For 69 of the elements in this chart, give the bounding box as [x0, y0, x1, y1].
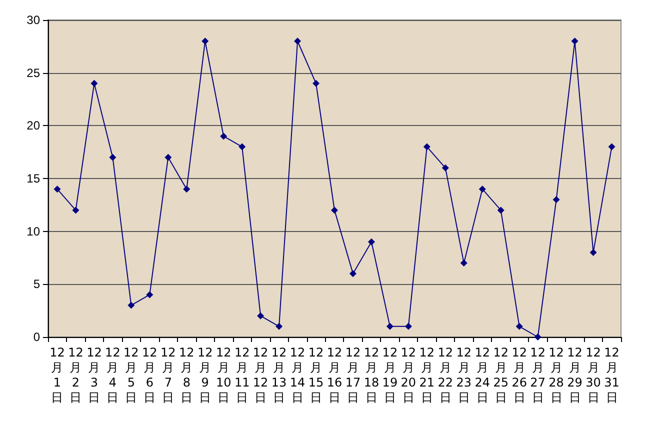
x-tick-label: 12月29日	[567, 346, 582, 404]
x-tick-label: 12月30日	[586, 346, 601, 404]
x-tick-label: 12月5日	[124, 346, 139, 404]
point	[54, 186, 61, 193]
x-tick-label: 12月31日	[604, 346, 620, 404]
point	[128, 302, 135, 309]
point	[590, 248, 597, 256]
point	[146, 291, 154, 298]
x-tick-label: 12月10日	[216, 346, 232, 404]
point	[109, 154, 116, 161]
x-tick-label: 12月15日	[308, 346, 324, 404]
point	[238, 143, 246, 150]
x-tick-label: 12月7日	[160, 346, 176, 404]
x-tick-label: 12月4日	[105, 346, 120, 404]
point	[276, 322, 283, 330]
point	[442, 164, 449, 172]
y-tick-label: 20	[26, 118, 40, 133]
point	[423, 143, 430, 150]
x-tick-label: 12月19日	[382, 346, 398, 404]
x-tick-label: 12月24日	[474, 346, 490, 404]
point	[478, 186, 486, 193]
x-tick-label: 12月22日	[438, 346, 454, 404]
point	[460, 260, 468, 267]
point	[220, 132, 228, 140]
x-tick-label: 12月13日	[271, 346, 287, 404]
x-tick-label: 12月8日	[178, 346, 194, 404]
x-tick-label: 12月14日	[290, 346, 306, 404]
x-tick-label: 12月1日	[50, 346, 65, 404]
x-tick-label: 12月18日	[364, 346, 380, 404]
point	[257, 312, 264, 320]
point	[516, 322, 523, 330]
x-tick-label: 12月26日	[512, 346, 527, 404]
x-tick-label: 12月17日	[345, 346, 361, 404]
x-tick-label: 12月28日	[548, 346, 564, 404]
point	[368, 238, 375, 246]
point	[90, 80, 98, 87]
x-tick-label: 12月16日	[326, 346, 342, 404]
x-tick-label: 12月11日	[234, 346, 250, 404]
point	[386, 322, 394, 330]
x-tick-label: 12月23日	[456, 346, 472, 404]
x-tick-label: 12月21日	[419, 346, 435, 404]
x-tick-label: 12月20日	[400, 346, 416, 404]
x-tick-label: 12月6日	[142, 346, 158, 404]
point	[552, 196, 560, 204]
x-tick-label: 12月9日	[197, 346, 213, 404]
x-tick-label: 12月3日	[86, 346, 102, 404]
point	[183, 186, 190, 193]
point	[164, 154, 172, 161]
x-tick-label: 12月2日	[68, 346, 84, 404]
point	[312, 80, 320, 87]
point	[534, 334, 542, 340]
y-tick-label: 0	[33, 330, 40, 344]
point	[497, 206, 504, 214]
x-tick-label: 12月12日	[252, 346, 268, 404]
point	[202, 38, 209, 45]
x-tick-label: 12月27日	[530, 346, 546, 404]
y-tick-label: 5	[33, 277, 40, 292]
point	[404, 322, 412, 330]
y-tick-label: 10	[26, 224, 40, 238]
y-tick-label: 30	[26, 13, 40, 27]
point	[72, 206, 80, 214]
point	[294, 38, 302, 45]
x-tick-label: 12月25日	[493, 346, 508, 404]
point	[571, 38, 578, 45]
point	[608, 143, 616, 150]
point	[331, 206, 338, 214]
y-tick-label: 15	[26, 172, 40, 186]
point	[349, 270, 356, 278]
y-tick-label: 25	[26, 66, 40, 80]
